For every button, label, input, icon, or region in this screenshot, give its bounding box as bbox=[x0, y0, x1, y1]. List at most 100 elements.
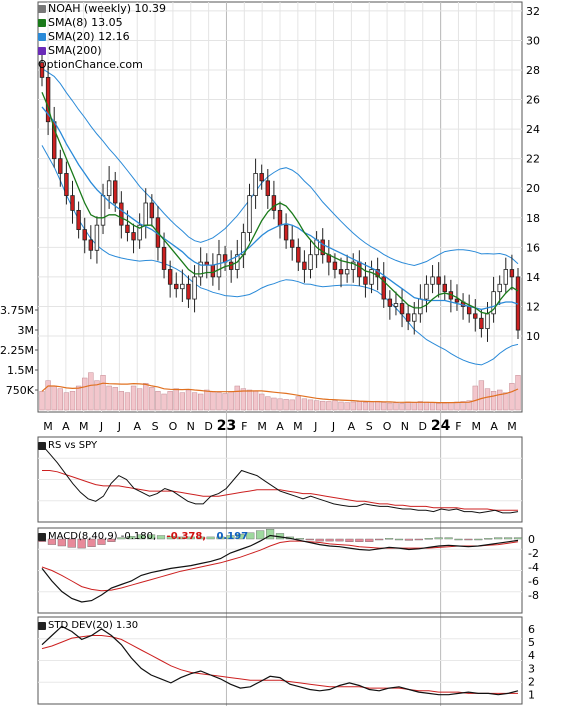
candle-body bbox=[454, 298, 460, 303]
sma200-swatch-icon bbox=[38, 47, 46, 55]
volume-bar bbox=[228, 391, 234, 411]
macd-histogram-bar bbox=[87, 538, 96, 547]
volume-bar bbox=[399, 403, 405, 411]
macd-histogram-bar bbox=[335, 538, 344, 542]
macd-line bbox=[41, 534, 519, 603]
volume-bar bbox=[124, 392, 131, 411]
rs-swatch-icon bbox=[38, 442, 46, 450]
volume-bar bbox=[57, 388, 63, 411]
volume-bar bbox=[387, 402, 393, 411]
macd-histogram-bar bbox=[384, 538, 394, 540]
volume-bar bbox=[497, 389, 503, 411]
volume-bar bbox=[436, 403, 442, 411]
volume-bar bbox=[69, 391, 76, 411]
volume-bar bbox=[338, 401, 344, 411]
volume-bar bbox=[216, 392, 222, 411]
volume-bar bbox=[143, 383, 149, 411]
volume-bar bbox=[167, 391, 173, 411]
std-dev-line bbox=[41, 625, 519, 696]
volume-bar bbox=[515, 375, 521, 411]
volume-bar bbox=[326, 401, 332, 411]
sma20-swatch-icon bbox=[38, 33, 46, 41]
rs-label: RS vs SPY bbox=[48, 440, 98, 451]
candle-body bbox=[466, 306, 472, 315]
candle-body bbox=[375, 269, 380, 278]
candle-body bbox=[497, 283, 502, 293]
x-tick-label: N bbox=[401, 420, 409, 433]
candle-body bbox=[393, 303, 399, 307]
x-tick-label: J bbox=[331, 420, 335, 433]
ticker-swatch-icon bbox=[38, 5, 46, 13]
candle-body bbox=[82, 229, 87, 241]
volume-bar bbox=[259, 393, 265, 411]
volume-bar bbox=[94, 380, 100, 411]
volume-bar bbox=[100, 375, 106, 411]
candle-body bbox=[106, 180, 112, 197]
macd-histogram-bar bbox=[216, 536, 225, 540]
candle-body bbox=[39, 62, 45, 78]
volume-bar bbox=[381, 402, 387, 411]
macd-histogram-bar bbox=[484, 538, 493, 540]
macd-histogram-bar bbox=[414, 538, 423, 541]
candle-body bbox=[180, 283, 185, 290]
volume-bar bbox=[45, 380, 51, 411]
macd-histogram-bar bbox=[117, 537, 126, 540]
price-tick-label: 18 bbox=[526, 212, 540, 225]
volume-bar bbox=[289, 399, 295, 411]
rs-legend: RS vs SPY bbox=[38, 439, 97, 453]
volume-bar bbox=[405, 401, 411, 411]
volume-bar bbox=[374, 400, 381, 411]
price-tick-label: 32 bbox=[526, 5, 540, 18]
volume-tick-label: 2.25M bbox=[0, 344, 34, 357]
candle-body bbox=[485, 313, 490, 330]
volume-bar bbox=[88, 372, 94, 411]
candle-body bbox=[289, 239, 295, 248]
price-tick-label: 12 bbox=[526, 300, 540, 313]
volume-bar bbox=[265, 396, 271, 411]
candle-body bbox=[344, 269, 350, 275]
price-tick-label: 26 bbox=[526, 94, 540, 107]
candle-body bbox=[479, 317, 484, 330]
macd-histogram-bar bbox=[454, 538, 463, 541]
x-tick-label: M bbox=[43, 420, 53, 433]
candle-body bbox=[302, 261, 307, 270]
upper-band-line bbox=[41, 68, 519, 267]
x-tick-label: F bbox=[455, 420, 461, 433]
candle-body bbox=[186, 283, 191, 300]
volume-bar bbox=[301, 398, 308, 411]
macd-panel-tick-label: -6 bbox=[528, 575, 539, 588]
volume-bar bbox=[155, 391, 161, 411]
x-tick-label: D bbox=[204, 420, 212, 433]
volume-bar bbox=[307, 399, 314, 411]
macd-histogram-bar bbox=[107, 538, 116, 542]
candle-body bbox=[149, 202, 155, 219]
candle-body bbox=[45, 76, 51, 123]
volume-bar bbox=[320, 400, 326, 411]
macd-swatch-icon bbox=[38, 533, 46, 541]
macd-panel-tick-label: -2 bbox=[528, 547, 539, 560]
candle-body bbox=[70, 195, 75, 211]
macd-histogram-bar bbox=[47, 538, 57, 545]
macd-histogram-bar bbox=[265, 529, 275, 540]
candle-body bbox=[351, 261, 356, 270]
candle-body bbox=[332, 261, 338, 270]
x-tick-label: S bbox=[366, 420, 373, 433]
x-tick-label: J bbox=[117, 420, 121, 433]
candle-body bbox=[387, 298, 393, 307]
x-tick-label: M bbox=[79, 420, 89, 433]
volume-bar bbox=[222, 393, 228, 411]
volume-tick-label: 1.5M bbox=[7, 364, 34, 377]
candle-body bbox=[473, 313, 478, 319]
candle-body bbox=[491, 291, 496, 315]
volume-bar bbox=[179, 392, 186, 411]
macd-histogram-bar bbox=[246, 532, 255, 540]
candle-body bbox=[76, 209, 81, 230]
candle-body bbox=[247, 195, 252, 233]
macd-histogram-bar bbox=[365, 538, 374, 542]
macd-histogram-bar bbox=[176, 536, 185, 540]
legend-sma8: SMA(8) 13.05 bbox=[38, 16, 166, 30]
candle-body bbox=[216, 254, 222, 278]
rs-line bbox=[41, 444, 519, 514]
std-legend: STD DEV(20) 1.30 bbox=[38, 619, 138, 633]
x-tick-label: A bbox=[348, 420, 356, 433]
